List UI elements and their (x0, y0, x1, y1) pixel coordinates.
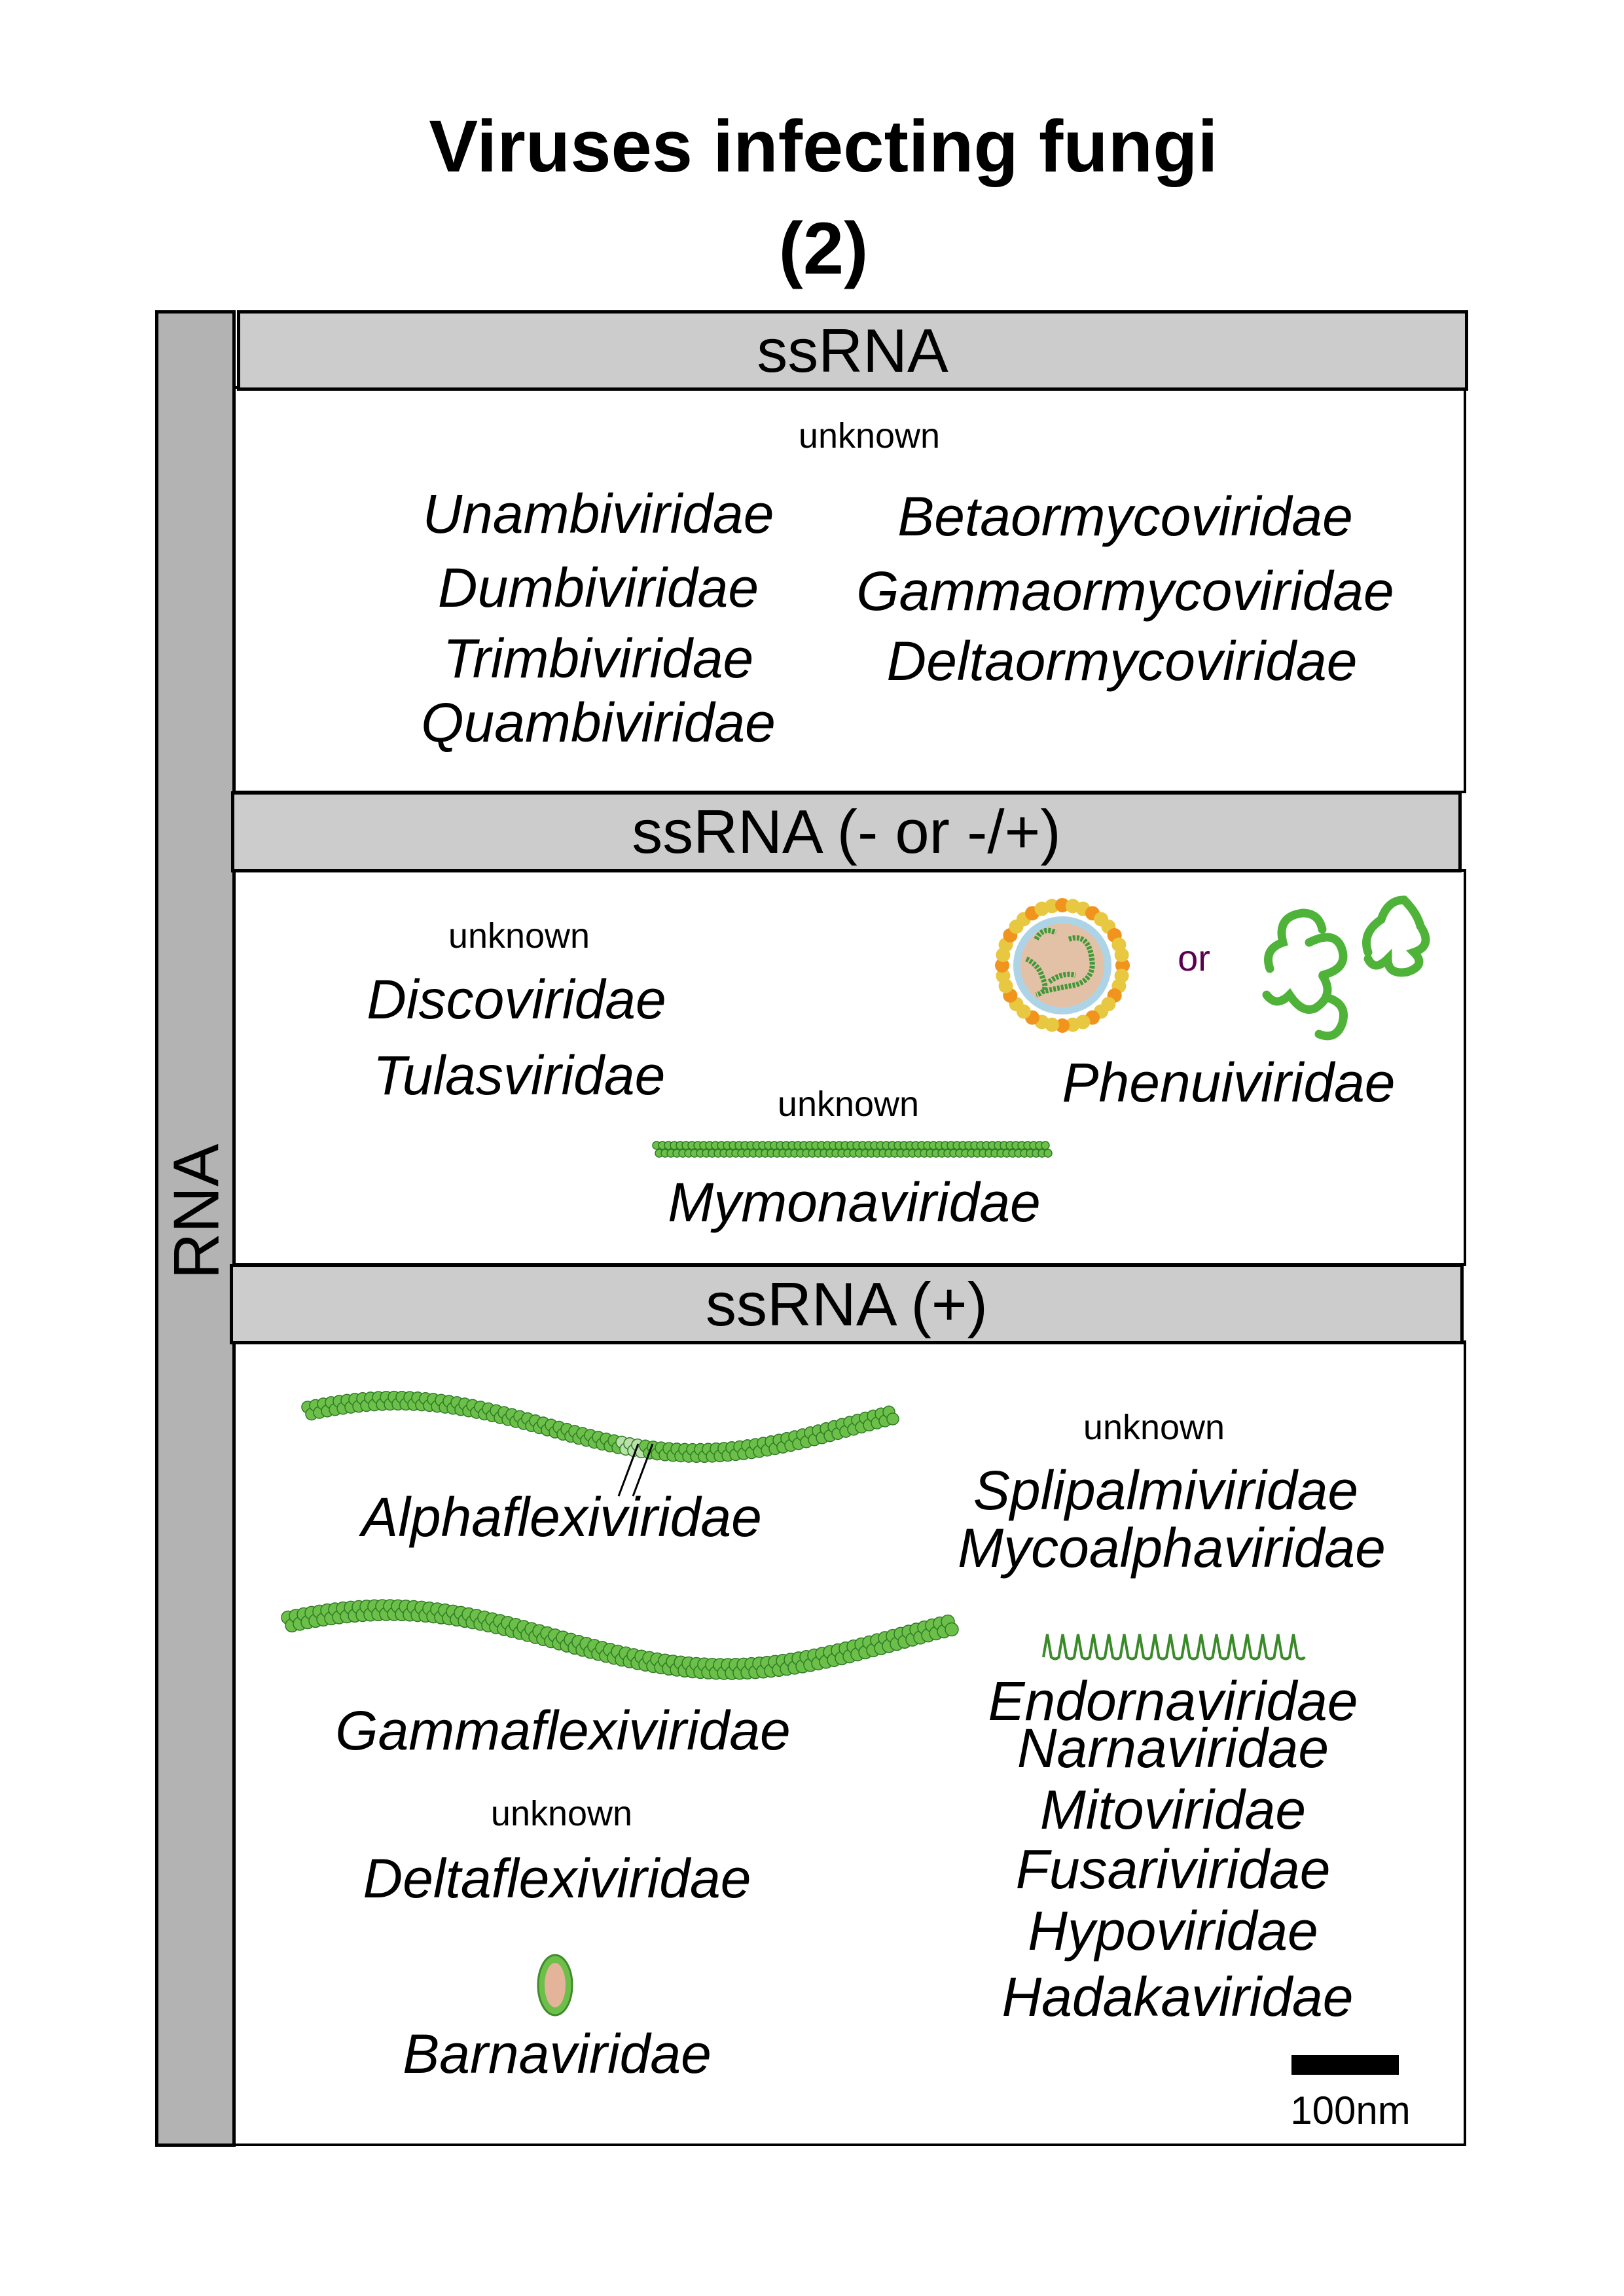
family-mymonaviridae: Mymonaviridae (668, 1172, 1041, 1233)
ssrna-body (233, 386, 1466, 793)
alphaflexivirus-filament-icon (301, 1390, 899, 1497)
phenuivirus-nucleocapsid-icon (1262, 895, 1430, 1041)
or-label: or (1178, 937, 1210, 978)
barnavirus-particle-icon (537, 1954, 573, 2017)
family-gammaflexiviridae: Gammaflexiviridae (335, 1700, 791, 1761)
phenuivirus-enveloped-particle-icon (995, 898, 1130, 1033)
unknown-label: unknown (448, 916, 590, 956)
family-mycoalphaviridae: Mycoalphaviridae (958, 1517, 1386, 1579)
family-betaormycoviridae: Betaormycoviridae (897, 486, 1353, 547)
unknown-label: unknown (777, 1085, 920, 1124)
family-unambiviridae: Unambiviridae (422, 483, 774, 545)
mymonavirus-nucleocapsid-icon (652, 1141, 1053, 1158)
family-narnaviridae: Narnaviridae (1017, 1717, 1329, 1779)
unknown-label: unknown (490, 1794, 633, 1833)
family-fusariviridae: Fusariviridae (1015, 1839, 1331, 1900)
unknown-label: unknown (798, 416, 941, 456)
rna-side-bar (155, 310, 236, 2147)
family-discoviridae: Discoviridae (367, 969, 666, 1030)
family-splipalmiviridae: Splipalmiviridae (973, 1460, 1359, 1521)
rna-side-label: RNA (160, 1143, 232, 1280)
ssrna-pos-body (233, 1340, 1466, 2146)
title-line-1: Viruses infecting fungi (429, 105, 1218, 187)
title-line-2: (2) (778, 207, 869, 289)
family-tulasviridae: Tulasviridae (372, 1045, 666, 1106)
ssrna-pos-header: ssRNA (+) (230, 1264, 1464, 1344)
family-hypoviridae: Hypoviridae (1028, 1900, 1318, 1962)
family-trimbiviridae: Trimbiviridae (442, 628, 754, 689)
family-deltaflexiviridae: Deltaflexiviridae (363, 1848, 751, 1909)
family-barnaviridae: Barnaviridae (403, 2023, 712, 2085)
family-gammaormycoviridae: Gammaormycoviridae (856, 560, 1394, 622)
scale-bar (1291, 2055, 1399, 2075)
family-dumbiviridae: Dumbiviridae (437, 557, 759, 619)
family-endornaviridae: Endornaviridae (988, 1670, 1358, 1732)
gammaflexivirus-filament-icon (281, 1599, 959, 1680)
family-hadakaviridae: Hadakaviridae (1001, 1966, 1354, 2028)
unknown-label: unknown (1083, 1408, 1225, 1447)
family-alphaflexiviridae: Alphaflexiviridae (361, 1486, 762, 1548)
ssrna-header: ssRNA (237, 310, 1468, 391)
family-phenuiviridae: Phenuiviridae (1062, 1052, 1396, 1113)
family-mitoviridae: Mitoviridae (1039, 1779, 1307, 1840)
family-deltaormycoviridae: Deltaormycoviridae (886, 630, 1358, 692)
naked-rna-zigzag-icon (1042, 1634, 1306, 1660)
ssrna-neg-header: ssRNA (- or -/+) (231, 791, 1462, 872)
scale-bar-label: 100nm (1290, 2089, 1411, 2132)
family-quambiviridae: Quambiviridae (421, 692, 776, 753)
